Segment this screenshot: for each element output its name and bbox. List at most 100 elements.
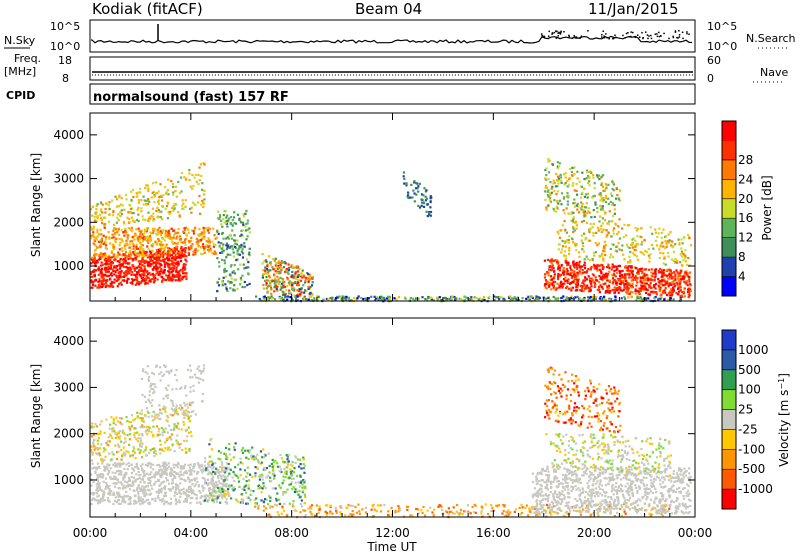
echo-cell: [547, 268, 551, 271]
echo-cell: [223, 269, 226, 272]
echo-cell: [616, 267, 619, 270]
echo-cell: [621, 244, 624, 247]
echo-cell: [113, 239, 117, 242]
echo-cell: [96, 485, 99, 488]
echo-cell: [114, 270, 117, 274]
echo-cell: [91, 286, 94, 289]
echo-cell: [142, 276, 145, 279]
echo-cell: [199, 238, 202, 242]
echo-cell: [212, 227, 215, 230]
nsearch-dot: [548, 30, 550, 33]
echo-cell: [142, 450, 145, 453]
echo-cell: [178, 253, 182, 257]
echo-cell: [150, 255, 153, 258]
echo-cell: [315, 295, 319, 298]
echo-cell: [241, 252, 245, 255]
echo-cell: [583, 187, 586, 190]
echo-cell: [674, 278, 677, 281]
echo-cell: [93, 255, 96, 258]
echo-cell: [552, 295, 555, 299]
echo-cell: [135, 463, 138, 466]
echo-cell: [613, 208, 616, 211]
echo-cell: [620, 297, 623, 300]
echo-cell: [125, 490, 128, 493]
echo-cell: [106, 463, 109, 466]
echo-cell: [128, 479, 131, 482]
echo-cell: [121, 240, 124, 243]
echo-cell: [155, 272, 158, 275]
echo-cell: [186, 428, 189, 432]
echo-cell: [99, 270, 102, 273]
echo-cell: [187, 253, 191, 256]
echo-cell: [593, 265, 596, 268]
echo-cell: [149, 480, 152, 483]
echo-cell: [115, 267, 118, 270]
echo-cell: [576, 202, 579, 205]
echo-cell: [595, 265, 598, 268]
echo-cell: [285, 268, 288, 271]
echo-cell: [665, 293, 669, 297]
echo-cell: [216, 257, 219, 260]
echo-cell: [131, 271, 134, 274]
echo-cell: [132, 257, 135, 261]
echo-cell: [174, 275, 177, 278]
echo-cell: [271, 266, 274, 269]
echo-cell: [180, 250, 183, 253]
echo-cell: [198, 233, 201, 236]
echo-cell: [214, 495, 217, 498]
echo-cell: [680, 252, 683, 255]
echo-cell: [242, 223, 245, 227]
echo-cell: [92, 280, 95, 283]
echo-cell: [111, 493, 114, 496]
echo-cell: [167, 502, 170, 505]
echo-cell: [310, 276, 313, 279]
echo-cell: [124, 486, 127, 489]
echo-cell: [563, 183, 566, 186]
echo-cell: [191, 173, 194, 177]
echo-cell: [134, 283, 137, 286]
echo-cell: [618, 264, 621, 267]
echo-cell: [678, 284, 681, 287]
echo-cell: [311, 281, 314, 284]
echo-cell: [96, 203, 99, 206]
echo-cell: [572, 182, 575, 185]
echo-cell: [97, 494, 100, 497]
echo-cell: [141, 244, 144, 247]
nsearch-dot: [630, 35, 632, 38]
echo-cell: [198, 465, 201, 468]
echo-cell: [546, 281, 549, 284]
echo-cell: [135, 218, 138, 222]
echo-cell: [161, 230, 164, 233]
echo-cell: [239, 235, 242, 238]
echo-cell: [268, 279, 272, 283]
echo-cell: [90, 446, 93, 449]
echo-cell: [414, 182, 418, 185]
echo-cell: [544, 178, 548, 181]
echo-cell: [596, 206, 599, 210]
echo-cell: [244, 229, 247, 232]
echo-cell: [98, 499, 101, 502]
echo-cell: [640, 227, 643, 230]
echo-cell: [126, 262, 129, 265]
echo-cell: [173, 425, 176, 428]
echo-cell: [412, 297, 415, 300]
echo-cell: [233, 278, 236, 281]
echo-cell: [553, 270, 556, 273]
echo-cell: [569, 266, 572, 270]
echo-cell: [558, 286, 561, 289]
echo-cell: [146, 261, 149, 264]
echo-cell: [93, 259, 96, 262]
echo-cell: [220, 494, 223, 497]
echo-cell: [153, 447, 156, 450]
echo-cell: [147, 462, 150, 465]
echo-cell: [613, 279, 617, 282]
echo-cell: [647, 268, 651, 271]
echo-cell: [139, 464, 143, 468]
echo-cell: [672, 259, 675, 262]
echo-cell: [101, 254, 104, 258]
echo-cell: [281, 279, 284, 282]
echo-cell: [560, 265, 563, 268]
echo-cell: [162, 277, 165, 280]
echo-cell: [176, 484, 179, 487]
echo-cell: [225, 256, 228, 259]
